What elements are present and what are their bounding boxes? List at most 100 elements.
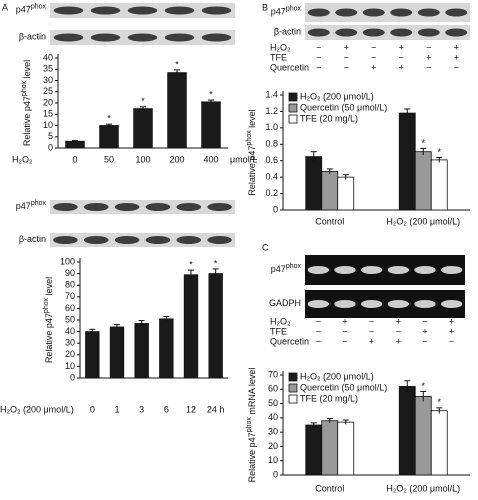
y-tick-label: 20: [43, 97, 53, 107]
x-axis-unit: μmol/L: [230, 154, 257, 164]
treatment-sign: −: [316, 42, 321, 52]
bar: [430, 159, 448, 211]
treatment-sign: −: [454, 62, 459, 72]
y-tick-label: 0.2: [265, 188, 278, 198]
blot-band: [201, 6, 232, 15]
y-tick-label: 70: [268, 369, 278, 379]
treatment-sign: +: [449, 316, 454, 326]
bar: [430, 410, 448, 476]
bar: [305, 424, 323, 476]
treatment-sign: +: [371, 62, 376, 72]
treatment-sign: −: [371, 42, 376, 52]
treatment-sign: +: [399, 62, 404, 72]
y-label-post: level: [247, 109, 257, 130]
blot-band: [441, 300, 463, 308]
treatment-sign: −: [426, 62, 431, 72]
legend-swatch: [288, 92, 298, 102]
blot-band: [127, 6, 158, 15]
blot-band: [90, 33, 121, 42]
treatment-sign: −: [369, 326, 374, 336]
x-tick-label: 0: [72, 154, 77, 164]
y-tick-label: 30: [268, 427, 278, 437]
significance-mark: *: [209, 89, 213, 99]
error-bar: [326, 168, 333, 174]
error-bar: [208, 99, 214, 104]
treatment-label: H₂O₂: [270, 316, 291, 326]
blot: [305, 255, 465, 285]
blot-label: β-actin: [274, 27, 301, 37]
blot-band: [414, 266, 436, 274]
x-tick-label: 12: [186, 404, 196, 414]
y-label-post: level: [22, 60, 32, 81]
y-tick-label: 30: [43, 75, 53, 85]
error-bar: [174, 69, 180, 76]
blot-label: GADPH: [269, 298, 301, 308]
blot-band: [361, 300, 383, 308]
treatment-sign: −: [399, 52, 404, 62]
legend-label: TFE (20 mg/L): [300, 393, 358, 403]
bar: [183, 274, 199, 379]
y-tick-label: 5: [48, 131, 53, 141]
y-tick-label: 50: [268, 398, 278, 408]
legend-swatch: [288, 383, 298, 393]
bar: [159, 318, 174, 379]
blot-label-main: p47: [16, 201, 31, 211]
blot-band: [417, 28, 440, 37]
error-bar: [140, 106, 146, 111]
treatment-sign: +: [369, 336, 374, 346]
y-label-sup: phox: [21, 80, 28, 96]
significance-mark: *: [189, 259, 193, 269]
bar: [109, 326, 125, 379]
blot-band: [83, 236, 109, 244]
treatment-sign: −: [422, 336, 427, 346]
panel-label: C: [262, 242, 269, 252]
y-tick-label: 20: [268, 441, 278, 451]
blot-label-main: β-actin: [274, 27, 301, 37]
y-tick-label: 70: [65, 291, 75, 301]
error-bar: [404, 380, 411, 393]
y-axis-label: Relative p47phox level: [21, 60, 32, 146]
significance-mark: *: [141, 96, 145, 106]
treatment-label: Quercetin: [270, 62, 309, 72]
x-tick-label: Control: [315, 216, 344, 226]
y-tick-label: 40: [65, 326, 75, 336]
bar: [321, 420, 339, 476]
y-tick-label: 25: [43, 86, 53, 96]
y-tick-label: 1.2: [265, 106, 278, 116]
y-label-sup: phox: [43, 297, 50, 313]
blot-band: [201, 33, 232, 42]
treatment-sign: −: [316, 316, 321, 326]
error-bar: [188, 269, 194, 280]
error-bar: [436, 156, 443, 163]
blot-band: [334, 300, 356, 308]
x-tick-label: 200: [169, 154, 184, 164]
treatment-sign: +: [449, 326, 454, 336]
y-axis-label: Relative p47phox mRNA level: [246, 368, 257, 483]
blot-band: [53, 33, 84, 42]
x-tick-label: Control: [315, 483, 344, 493]
error-bar: [106, 123, 112, 127]
blot-band: [387, 266, 410, 274]
bar: [133, 108, 153, 149]
blot-label-main: GADPH: [269, 298, 301, 308]
error-bar: [138, 320, 145, 327]
error-bar: [420, 147, 427, 155]
error-bar: [342, 174, 349, 180]
x-axis-label: H₂O₂: [12, 154, 33, 164]
y-tick-label: 0.4: [265, 172, 278, 182]
y-axis-label: Relative p47phox level: [43, 277, 54, 363]
treatment-label: TFE: [270, 326, 287, 336]
treatment-sign: −: [426, 42, 431, 52]
blot-label-main: p47: [271, 7, 286, 17]
y-tick-label: 0: [70, 372, 75, 382]
legend-label: TFE (20 mg/L): [300, 113, 358, 123]
x-tick-label: 3: [139, 404, 144, 414]
error-bar: [326, 418, 333, 423]
blot-label: β-actin: [19, 234, 46, 244]
bar: [414, 396, 432, 476]
blot-label-sup: phox: [31, 200, 47, 207]
treatment-sign: +: [426, 52, 431, 62]
blot-band: [83, 203, 109, 211]
blot-band: [414, 300, 436, 308]
error-bar: [163, 316, 170, 322]
